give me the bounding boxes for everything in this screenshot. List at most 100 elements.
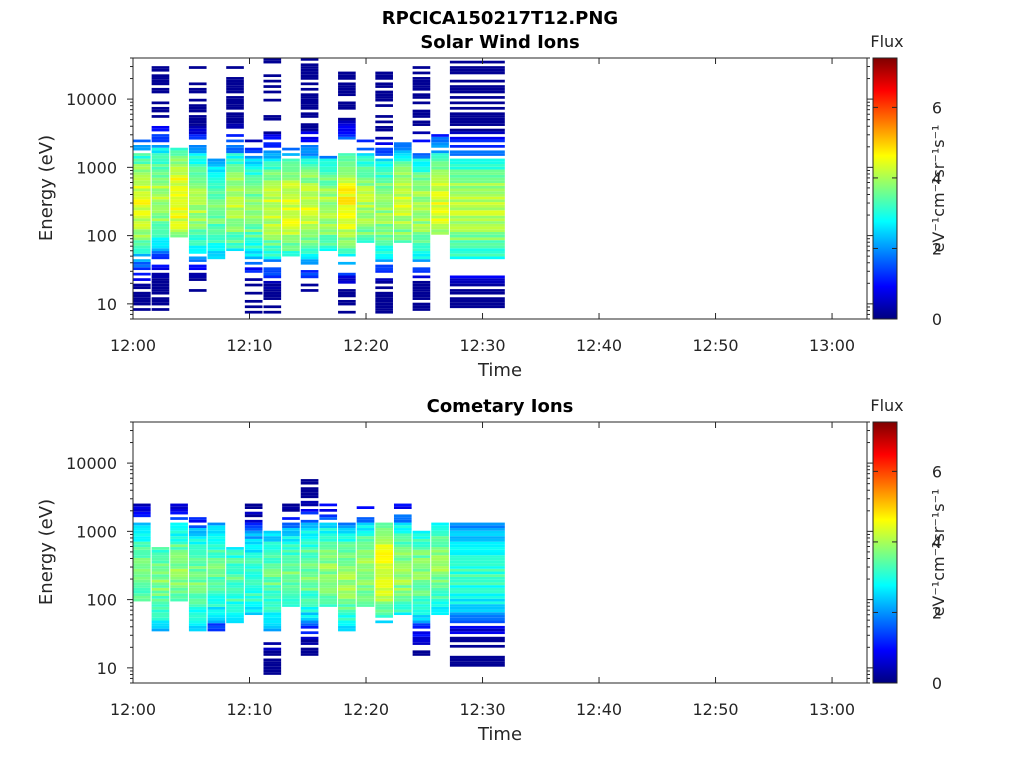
- heatmap-cell: [207, 547, 226, 550]
- heatmap-cell: [244, 251, 263, 254]
- heatmap-cell: [170, 563, 188, 567]
- heatmap-cell: [356, 596, 375, 599]
- heatmap-cell: [133, 267, 151, 271]
- heatmap-cell: [431, 557, 449, 561]
- heatmap-cell: [207, 245, 226, 249]
- heatmap-cell: [319, 218, 338, 222]
- heatmap-cell: [133, 237, 151, 241]
- heatmap-cell: [170, 169, 188, 173]
- heatmap-cell: [449, 568, 505, 572]
- heatmap-cell: [188, 145, 207, 148]
- heatmap-cell: [356, 177, 375, 181]
- heatmap-cell: [226, 617, 244, 621]
- heatmap-solar-wind[interactable]: [132, 57, 868, 320]
- heatmap-cell: [282, 215, 300, 219]
- heatmap-cell: [431, 585, 449, 588]
- heatmap-cell: [319, 541, 338, 545]
- x-ticks-cometary: 12:00 12:10 12:20 12:30 12:40 12:50 13:00: [110, 422, 855, 719]
- heatmap-cell: [356, 530, 375, 534]
- heatmap-cell: [170, 221, 188, 224]
- heatmap-cell: [151, 169, 170, 173]
- heatmap-cell: [319, 514, 338, 518]
- heatmap-cell: [300, 492, 319, 496]
- heatmap-cell: [338, 166, 356, 170]
- heatmap-cell: [263, 240, 282, 243]
- heatmap-cell: [151, 66, 170, 69]
- heatmap-cell: [226, 101, 244, 105]
- heatmap-cell: [188, 115, 207, 118]
- heatmap-cell: [151, 280, 170, 284]
- heatmap-cell: [375, 183, 393, 186]
- heatmap-cell: [449, 528, 505, 531]
- heatmap-cell: [449, 96, 505, 99]
- colorbar-gradient: [872, 57, 898, 320]
- heatmap-cell: [244, 604, 263, 607]
- heatmap-cell: [207, 530, 226, 534]
- heatmap-cell: [300, 183, 319, 186]
- heatmap-cell: [449, 185, 505, 189]
- heatmap-cell: [356, 232, 375, 235]
- heatmap-cell: [338, 153, 356, 156]
- heatmap-cell: [393, 552, 412, 556]
- heatmap-cell: [226, 161, 244, 165]
- heatmap-cell: [263, 172, 282, 175]
- heatmap-cell: [300, 232, 319, 235]
- heatmap-cell: [151, 593, 170, 596]
- heatmap-cell: [338, 612, 356, 616]
- heatmap-cell: [319, 587, 338, 591]
- heatmap-cell: [151, 212, 170, 216]
- heatmap-cell: [263, 177, 282, 181]
- figure-suptitle: RPCICA150217T12.PNG: [382, 8, 618, 29]
- heatmap-cell: [412, 604, 431, 607]
- heatmap-cell: [431, 574, 449, 577]
- heatmap-cell: [393, 549, 412, 553]
- heatmap-cell: [431, 166, 449, 170]
- heatmap-cell: [282, 218, 300, 222]
- heatmap-cell: [133, 308, 151, 311]
- heatmap-cell: [151, 207, 170, 211]
- colorbar-tick-label: 0: [932, 674, 942, 693]
- heatmap-cell: [356, 226, 375, 230]
- heatmap-cell: [412, 650, 431, 654]
- heatmap-cell: [151, 153, 170, 156]
- heatmap-cell: [300, 202, 319, 205]
- heatmap-cell: [393, 609, 412, 613]
- heatmap-cell: [282, 242, 300, 246]
- heatmap-cell: [449, 606, 505, 610]
- heatmap-cell: [282, 590, 300, 594]
- heatmap-cell: [263, 60, 282, 64]
- heatmap-cell: [188, 204, 207, 208]
- heatmap-cell: [170, 547, 188, 550]
- heatmap-cometary[interactable]: [132, 421, 868, 684]
- heatmap-cell: [226, 125, 244, 129]
- heatmap-cell: [170, 544, 188, 548]
- heatmap-cell: [449, 541, 505, 545]
- heatmap-cell: [151, 125, 170, 129]
- heatmap-cell: [449, 585, 505, 588]
- heatmap-cell: [151, 253, 170, 257]
- heatmap-cell: [207, 180, 226, 184]
- heatmap-cell: [244, 601, 263, 605]
- heatmap-cell: [263, 283, 282, 287]
- heatmap-cell: [170, 215, 188, 219]
- heatmap-cell: [393, 218, 412, 222]
- heatmap-cell: [226, 237, 244, 241]
- heatmap-cell: [375, 598, 393, 602]
- heatmap-cell: [412, 245, 431, 249]
- heatmap-cell: [207, 544, 226, 548]
- heatmap-cell: [133, 202, 151, 205]
- heatmap-cell: [375, 90, 393, 94]
- heatmap-cell: [170, 571, 188, 575]
- heatmap-cell: [412, 634, 431, 637]
- heatmap-cell: [449, 302, 505, 306]
- heatmap-cell: [244, 544, 263, 548]
- heatmap-cell: [449, 533, 505, 537]
- heatmap-cell: [263, 568, 282, 572]
- heatmap-cell: [170, 511, 188, 515]
- heatmap-cell: [449, 180, 505, 184]
- heatmap-cell: [188, 571, 207, 575]
- heatmap-cell: [133, 234, 151, 238]
- heatmap-cell: [226, 552, 244, 556]
